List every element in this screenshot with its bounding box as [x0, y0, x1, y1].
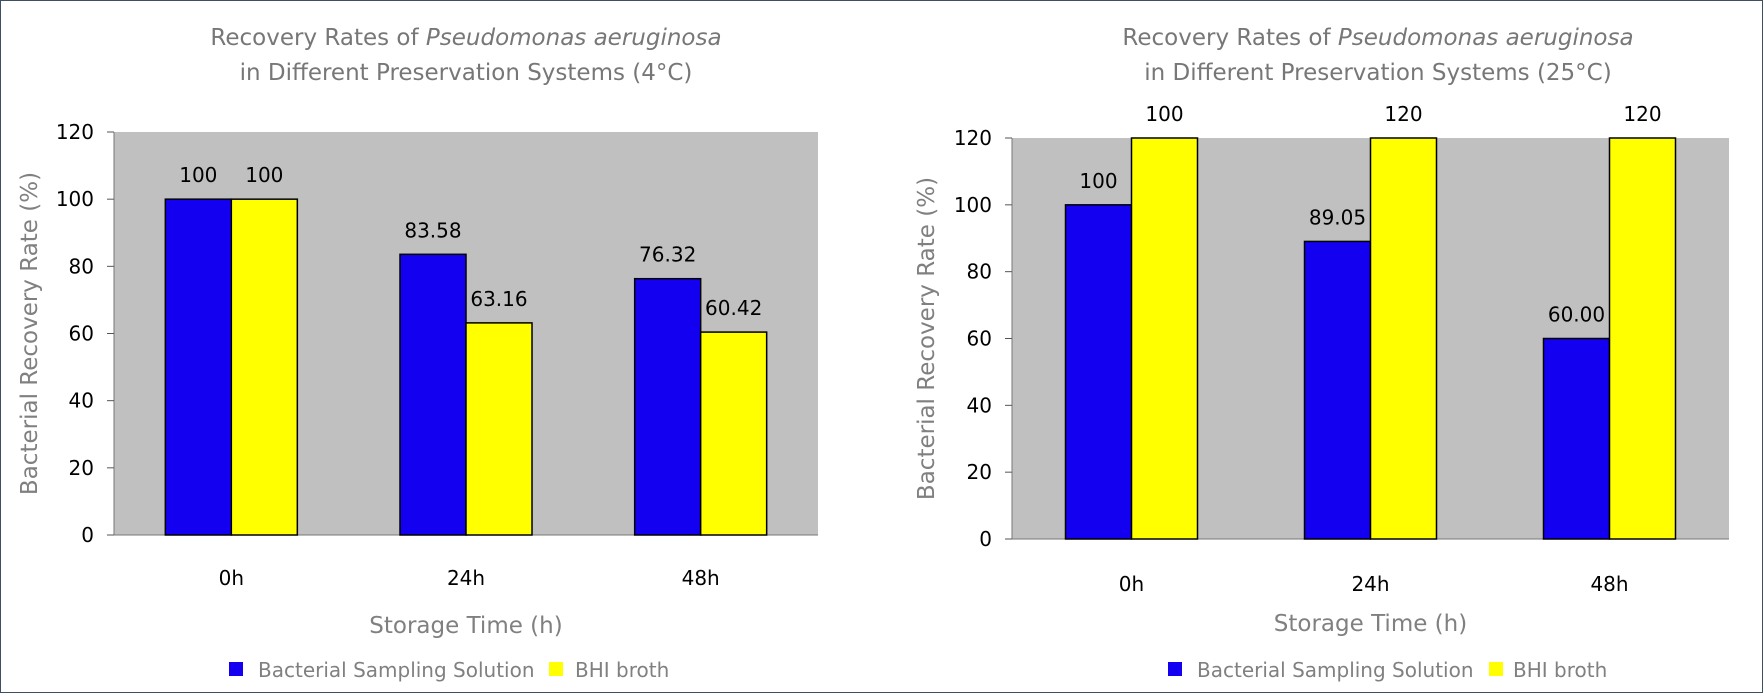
bar-value-label: 60.00 [1548, 303, 1605, 327]
chart-title-line2: in Different Preservation Systems (25°C) [1144, 60, 1611, 86]
bar-sampling-solution-0h [1064, 204, 1133, 540]
bar-bhi-broth-0h [230, 198, 299, 536]
legend-label-bhi-broth: BHI broth [1513, 658, 1607, 682]
bar-value-label: 100 [245, 163, 283, 187]
x-axis-label: Storage Time (h) [369, 613, 562, 639]
bar-value-label: 76.32 [639, 243, 696, 267]
legend-label-sampling-solution: Bacterial Sampling Solution [258, 658, 535, 682]
y-tick-label: 0 [979, 527, 992, 551]
bar-value-label: 83.58 [404, 218, 461, 242]
legend-swatch-bhi-broth [1489, 662, 1503, 676]
y-tick-label: 80 [69, 254, 94, 278]
legend: Bacterial Sampling Solution BHI broth [229, 658, 669, 682]
chart-title-line1: Recovery Rates of Pseudomonas aeruginosa [210, 25, 721, 51]
legend-swatch-sampling-solution [229, 662, 243, 676]
legend-label-sampling-solution: Bacterial Sampling Solution [1197, 658, 1474, 682]
y-tick-label: 100 [954, 193, 992, 217]
x-category-label: 24h [1351, 572, 1389, 596]
y-tick-label: 20 [967, 460, 992, 484]
bar-value-label: 100 [1079, 169, 1117, 193]
x-category-label: 48h [682, 566, 720, 590]
chart-title-organism: Pseudomonas aeruginosa [1338, 25, 1634, 51]
y-tick-label: 60 [69, 322, 94, 346]
y-axis-label: Bacterial Recovery Rate (%) [914, 177, 940, 500]
bar-bhi-broth-48h [1608, 137, 1677, 540]
chart-title-line2: in Different Preservation Systems (4°C) [240, 60, 693, 86]
x-category-label: 24h [447, 566, 485, 590]
legend-label-bhi-broth: BHI broth [575, 658, 669, 682]
bar-bhi-broth-24h [465, 322, 533, 536]
chart-title-prefix: Recovery Rates of [1122, 25, 1337, 51]
bar-value-label: 100 [179, 163, 217, 187]
chart-title-prefix: Recovery Rates of [210, 25, 425, 51]
bar-value-label: 63.16 [470, 287, 527, 311]
x-category-label: 0h [1119, 572, 1144, 596]
y-axis-label: Bacterial Recovery Rate (%) [17, 172, 43, 495]
y-tick-label: 20 [69, 456, 94, 480]
chart-25c: Recovery Rates of Pseudomonas aeruginosa… [914, 25, 1729, 682]
bar-value-label: 100 [1145, 102, 1183, 126]
legend: Bacterial Sampling Solution BHI broth [1168, 658, 1607, 682]
bar-sampling-solution-24h [399, 253, 467, 536]
bar-sampling-solution-24h [1303, 240, 1372, 540]
x-axis-label: Storage Time (h) [1274, 611, 1467, 637]
x-category-label: 48h [1590, 572, 1628, 596]
chart-title-line1: Recovery Rates of Pseudomonas aeruginosa [1122, 25, 1633, 51]
bar-bhi-broth-48h [699, 331, 768, 536]
y-tick-label: 60 [967, 327, 992, 351]
chart-title-organism: Pseudomonas aeruginosa [426, 25, 722, 51]
y-tick-label: 120 [56, 120, 94, 144]
bar-sampling-solution-48h [1542, 337, 1611, 540]
bar-bhi-broth-24h [1369, 137, 1438, 540]
bar-value-label: 60.42 [705, 296, 762, 320]
y-tick-label: 80 [967, 260, 992, 284]
y-tick-label: 40 [69, 389, 94, 413]
legend-swatch-bhi-broth [549, 662, 563, 676]
bar-sampling-solution-48h [633, 277, 702, 536]
bar-value-label: 89.05 [1309, 205, 1366, 229]
y-tick-label: 40 [967, 393, 992, 417]
bar-value-label: 120 [1384, 102, 1422, 126]
bar-sampling-solution-0h [164, 198, 233, 536]
y-tick-label: 100 [56, 187, 94, 211]
x-category-label: 0h [219, 566, 244, 590]
bar-value-label: 120 [1623, 102, 1661, 126]
chart-4c: Recovery Rates of Pseudomonas aeruginosa… [17, 25, 818, 682]
y-tick-label: 0 [81, 523, 94, 547]
bar-bhi-broth-0h [1130, 137, 1199, 540]
legend-swatch-sampling-solution [1168, 662, 1182, 676]
y-tick-label: 120 [954, 126, 992, 150]
